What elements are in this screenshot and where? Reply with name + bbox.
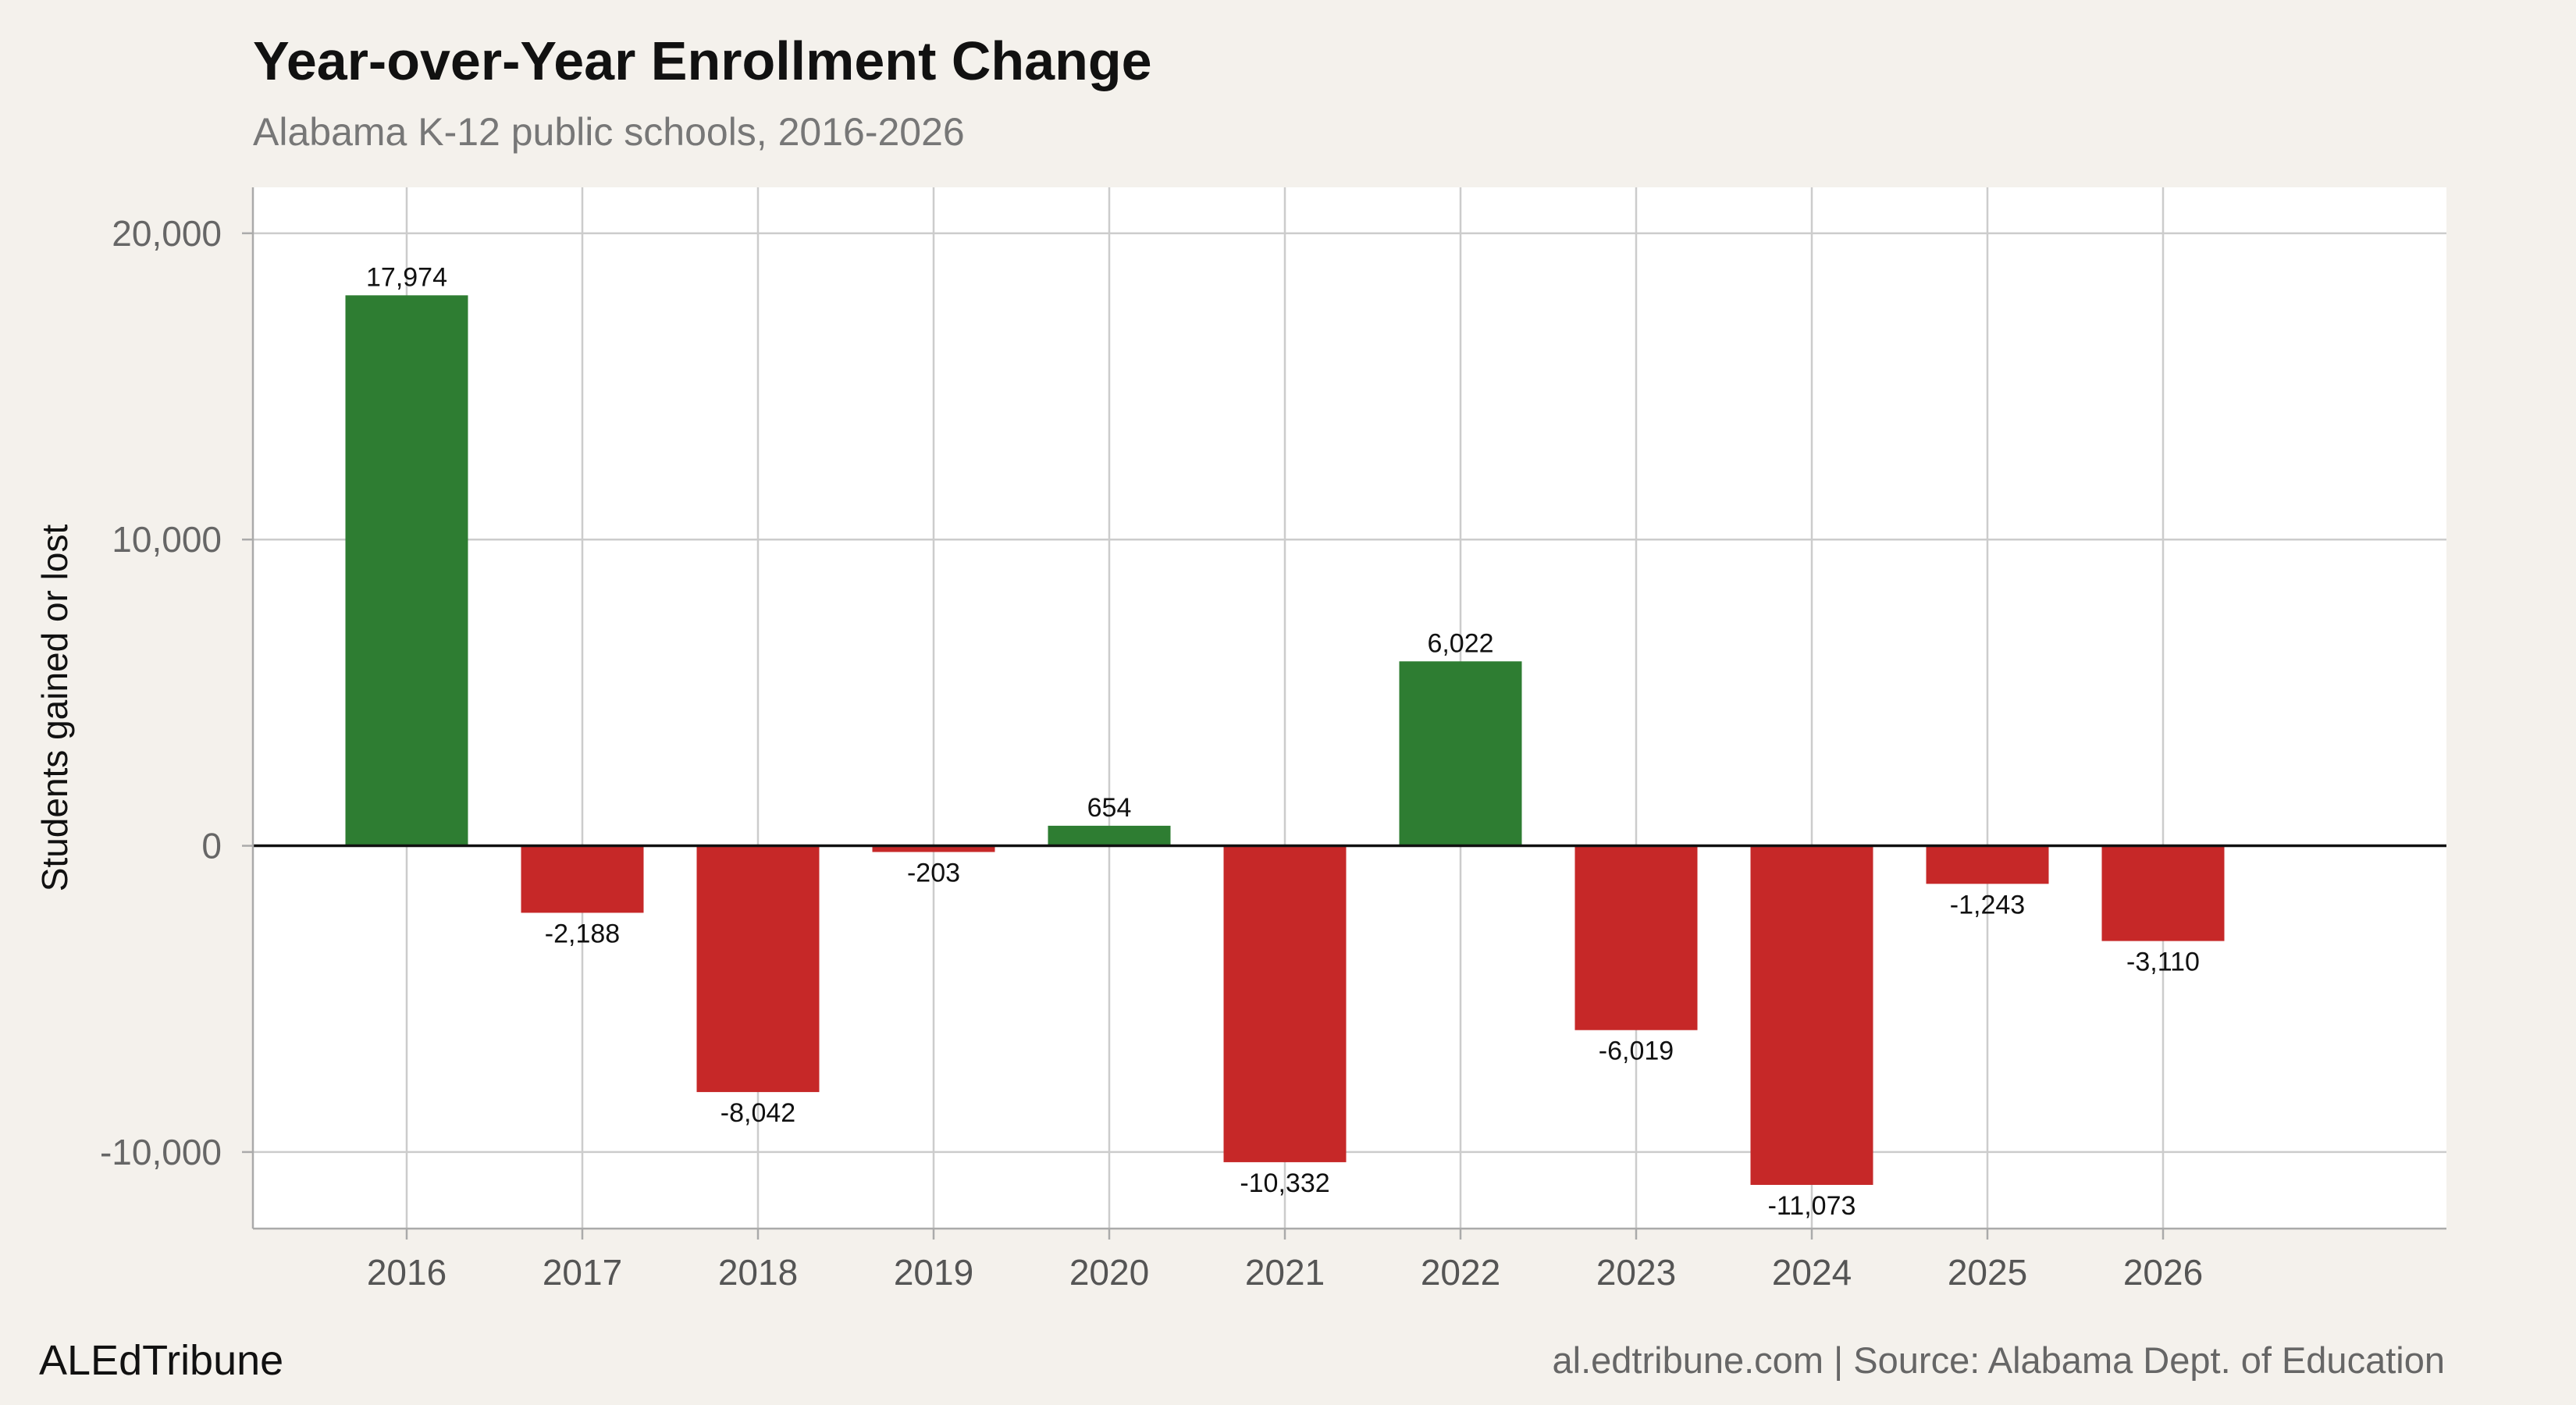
data-label-2017: -2,188 (545, 919, 620, 948)
x-tick-label: 2023 (1596, 1252, 1676, 1293)
y-tick-label: 10,000 (112, 519, 222, 560)
bar-2025 (1926, 845, 2049, 884)
bar-2026 (2101, 845, 2225, 941)
chart-title: Year-over-Year Enrollment Change (253, 30, 1152, 91)
x-tick-label: 2017 (543, 1252, 622, 1293)
bar-2016 (345, 295, 468, 846)
bars (345, 295, 2225, 1186)
x-axis-ticks: 2016 2017 2018 2019 2020 2021 2022 2023 2024 2025… (253, 1227, 2446, 1293)
y-axis-label: Students gained or lost (34, 525, 75, 892)
x-tick-label: 2016 (367, 1252, 447, 1293)
bar-2022 (1399, 661, 1522, 846)
x-tick-label: 2022 (1421, 1252, 1500, 1293)
data-label-2022: 6,022 (1427, 628, 1493, 658)
x-tick-label: 2024 (1772, 1252, 1852, 1293)
data-label-2020: 654 (1087, 793, 1132, 823)
x-tick-label: 2019 (894, 1252, 973, 1293)
x-tick-label: 2021 (1245, 1252, 1325, 1293)
data-label-2026: -3,110 (2126, 948, 2200, 977)
data-label-2016: 17,974 (366, 262, 447, 292)
x-tick-label: 2020 (1069, 1252, 1149, 1293)
data-label-2024: -11,073 (1768, 1191, 1856, 1221)
y-tick-label: 20,000 (112, 213, 222, 254)
plot-panel (253, 187, 2446, 1229)
bar-2017 (521, 845, 644, 913)
data-label-2025: -1,243 (1950, 890, 2025, 919)
data-label-2021: -10,332 (1240, 1168, 1329, 1198)
x-tick-label: 2025 (1948, 1252, 2027, 1293)
bar-2019 (872, 845, 995, 852)
bar-2024 (1750, 845, 1873, 1186)
data-label-2019: -203 (907, 859, 960, 888)
data-label-2018: -8,042 (720, 1098, 795, 1128)
y-tick-label: 0 (201, 826, 222, 866)
publisher-logo: ALEdTribune (39, 1337, 284, 1384)
x-tick-label: 2018 (718, 1252, 798, 1293)
y-axis-ticks: 20,000 10,000 0 -10,000 (100, 187, 254, 1229)
bar-2018 (696, 845, 820, 1093)
data-label-2023: -6,019 (1599, 1037, 1674, 1066)
chart-subtitle: Alabama K-12 public schools, 2016-2026 (253, 110, 965, 154)
bar-2023 (1574, 845, 1698, 1030)
x-tick-label: 2026 (2123, 1252, 2203, 1293)
y-tick-label: -10,000 (100, 1132, 222, 1172)
source-note: al.edtribune.com | Source: Alabama Dept.… (1552, 1339, 2446, 1381)
data-labels: 17,974 -2,188 -8,042 -203 654 -10,332 6,022 -6,… (366, 262, 2200, 1221)
bar-2020 (1048, 825, 1171, 846)
bar-2021 (1223, 845, 1347, 1162)
